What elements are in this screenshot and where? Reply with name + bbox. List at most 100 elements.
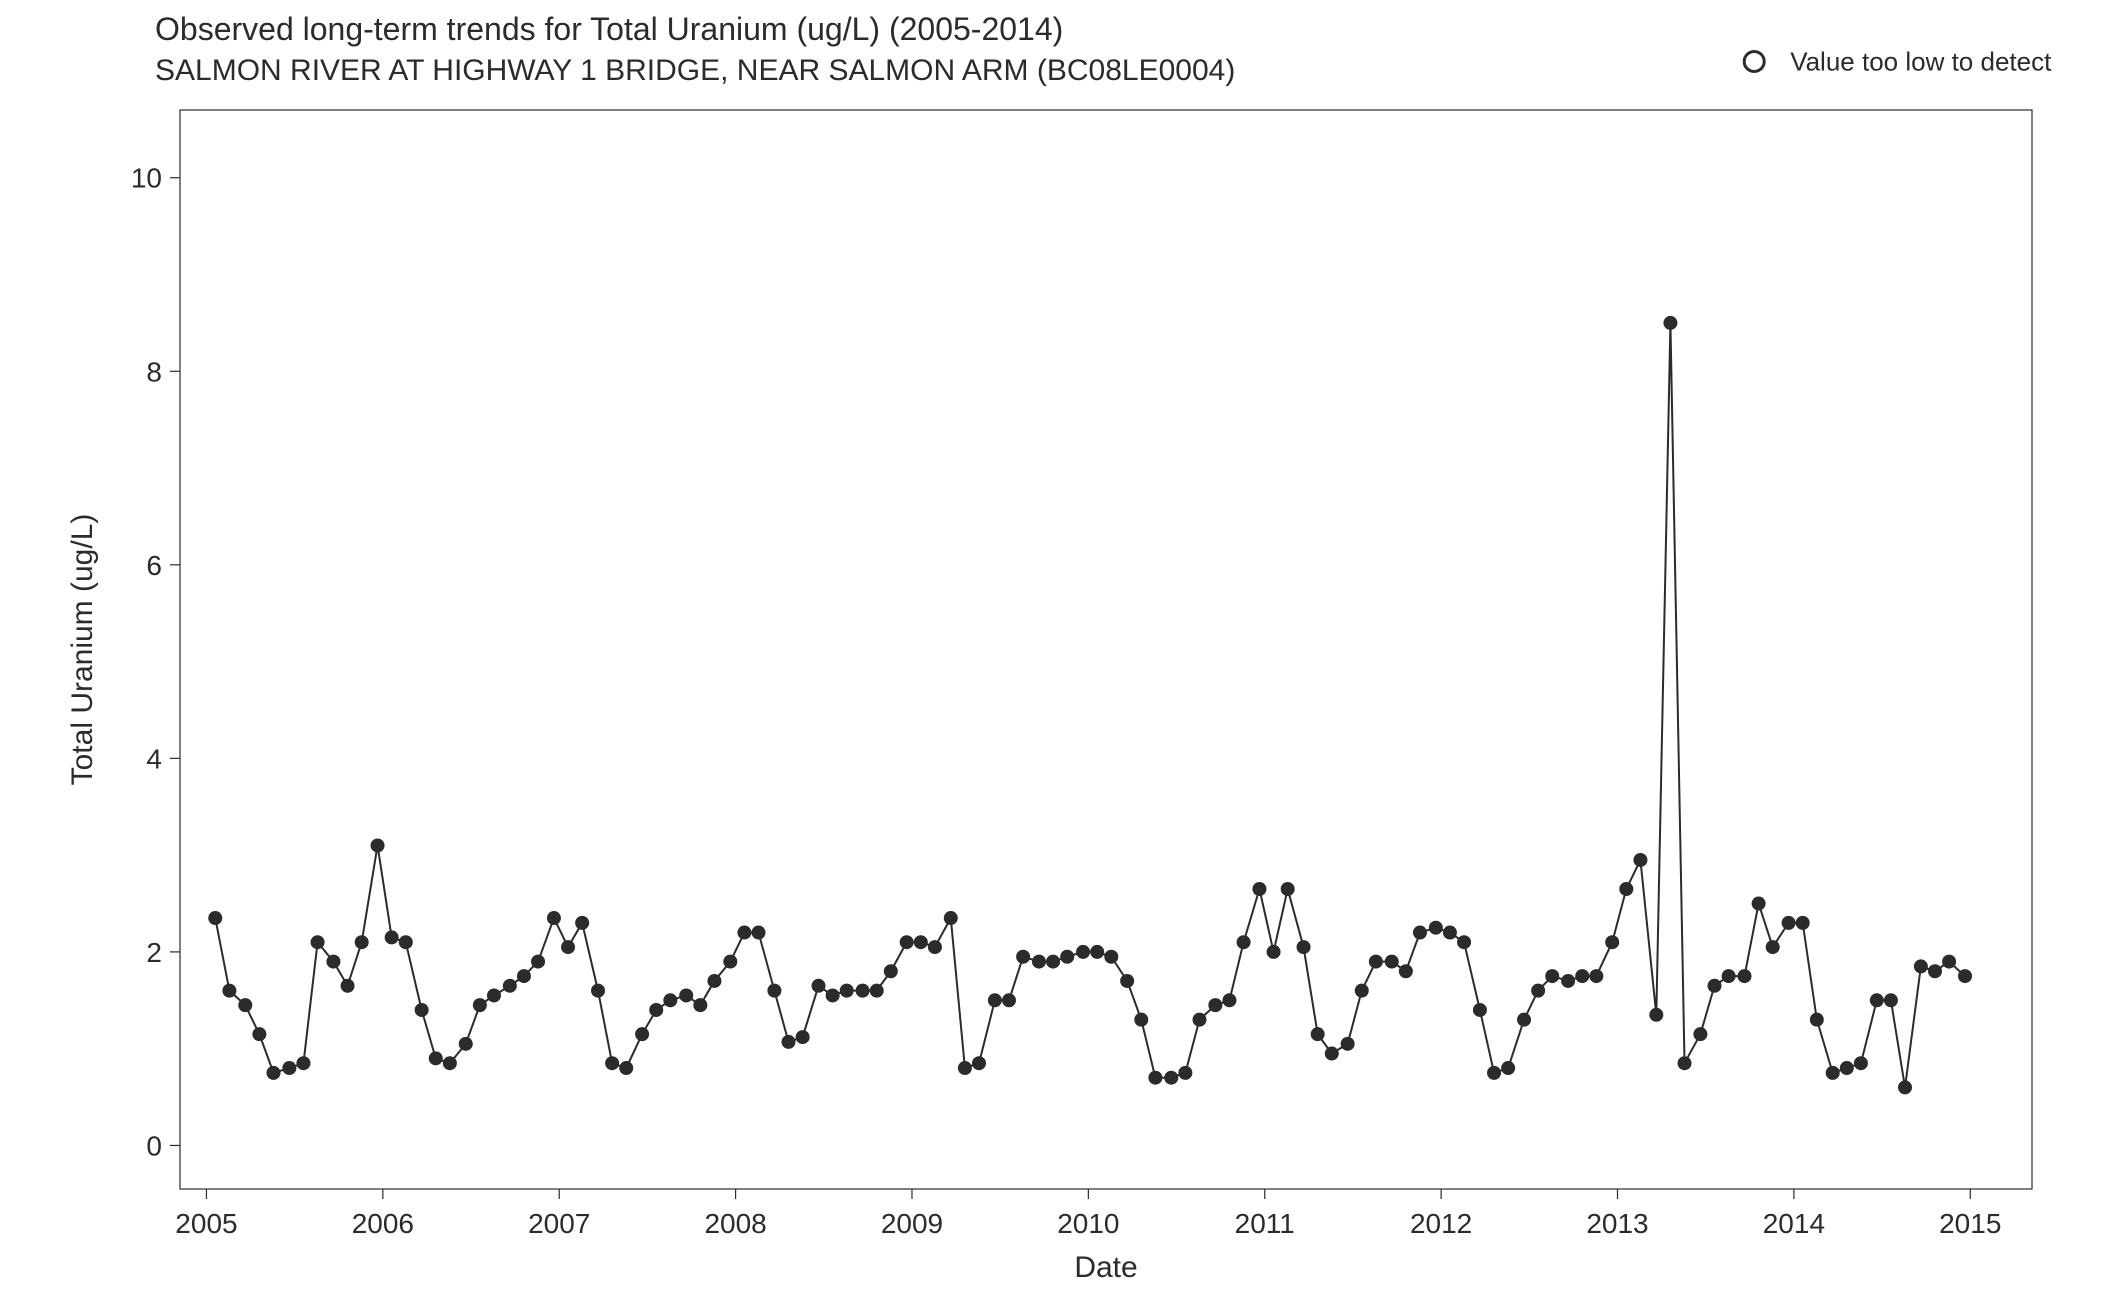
- x-tick-label: 2012: [1410, 1208, 1472, 1239]
- series-point: [1589, 969, 1603, 983]
- series-point: [208, 911, 222, 925]
- series-point: [1222, 993, 1236, 1007]
- chart-svg: Observed long-term trends for Total Uran…: [0, 0, 2112, 1309]
- series-point: [1311, 1027, 1325, 1041]
- series-point: [1942, 955, 1956, 969]
- x-tick-label: 2013: [1586, 1208, 1648, 1239]
- x-tick-label: 2015: [1939, 1208, 2001, 1239]
- series-point: [341, 979, 355, 993]
- series-point: [1325, 1047, 1339, 1061]
- series-point: [1341, 1037, 1355, 1051]
- series-point: [1810, 1013, 1824, 1027]
- series-point: [1517, 1013, 1531, 1027]
- series-point: [1722, 969, 1736, 983]
- series-point: [1678, 1056, 1692, 1070]
- series-point: [1385, 955, 1399, 969]
- x-axis-label: Date: [1074, 1251, 1137, 1284]
- series-point: [619, 1061, 633, 1075]
- series-point: [679, 988, 693, 1002]
- series-point: [1501, 1061, 1515, 1075]
- series-point: [870, 984, 884, 998]
- series-point: [1663, 316, 1677, 330]
- x-tick-label: 2006: [352, 1208, 414, 1239]
- series-point: [561, 940, 575, 954]
- series-point: [503, 979, 517, 993]
- series-point: [1854, 1056, 1868, 1070]
- series-point: [723, 955, 737, 969]
- series-points: [208, 316, 1972, 1094]
- chart-title: Observed long-term trends for Total Uran…: [155, 11, 1063, 47]
- legend-label: Value too low to detect: [1790, 46, 2052, 76]
- series-point: [737, 926, 751, 940]
- series-point: [1355, 984, 1369, 998]
- series-point: [1134, 1013, 1148, 1027]
- series-point: [326, 955, 340, 969]
- series-point: [782, 1035, 796, 1049]
- series-point: [693, 998, 707, 1012]
- series-point: [252, 1027, 266, 1041]
- x-tick-label: 2005: [175, 1208, 237, 1239]
- series-point: [1884, 993, 1898, 1007]
- series-point: [1575, 969, 1589, 983]
- x-tick-label: 2007: [528, 1208, 590, 1239]
- series-point: [459, 1037, 473, 1051]
- series-point: [1399, 964, 1413, 978]
- series-point: [266, 1066, 280, 1080]
- series-point: [355, 935, 369, 949]
- y-tick-label: 6: [146, 550, 162, 581]
- series-point: [767, 984, 781, 998]
- y-axis-label: Total Uranium (ug/L): [66, 514, 99, 786]
- series-point: [296, 1056, 310, 1070]
- series-point: [1752, 897, 1766, 911]
- series-point: [1766, 940, 1780, 954]
- series-point: [635, 1027, 649, 1041]
- series-point: [1016, 950, 1030, 964]
- series-point: [1473, 1003, 1487, 1017]
- series-point: [972, 1056, 986, 1070]
- x-tick-label: 2009: [881, 1208, 943, 1239]
- series-line: [215, 323, 1965, 1087]
- series-point: [812, 979, 826, 993]
- series-point: [222, 984, 236, 998]
- series-point: [649, 1003, 663, 1017]
- series-point: [1633, 853, 1647, 867]
- series-point: [547, 911, 561, 925]
- series-point: [1649, 1008, 1663, 1022]
- series-point: [826, 988, 840, 1002]
- series-point: [1192, 1013, 1206, 1027]
- series-point: [605, 1056, 619, 1070]
- series-point: [443, 1056, 457, 1070]
- series-point: [914, 935, 928, 949]
- chart-subtitle: SALMON RIVER AT HIGHWAY 1 BRIDGE, NEAR S…: [155, 54, 1235, 87]
- series-point: [1076, 945, 1090, 959]
- x-tick-label: 2014: [1763, 1208, 1825, 1239]
- series-point: [707, 974, 721, 988]
- y-tick-label: 10: [131, 163, 162, 194]
- series-point: [311, 935, 325, 949]
- series-point: [1178, 1066, 1192, 1080]
- x-tick-label: 2010: [1057, 1208, 1119, 1239]
- series-point: [1002, 993, 1016, 1007]
- series-point: [1443, 926, 1457, 940]
- plot-panel: [180, 110, 2032, 1189]
- series-point: [958, 1061, 972, 1075]
- series-point: [1297, 940, 1311, 954]
- series-point: [1898, 1080, 1912, 1094]
- x-tick-label: 2008: [704, 1208, 766, 1239]
- series-point: [1958, 969, 1972, 983]
- series-point: [1104, 950, 1118, 964]
- series-point: [884, 964, 898, 978]
- series-point: [517, 969, 531, 983]
- series-point: [796, 1030, 810, 1044]
- series-point: [1708, 979, 1722, 993]
- series-point: [1870, 993, 1884, 1007]
- series-point: [1914, 959, 1928, 973]
- y-tick-label: 4: [146, 743, 162, 774]
- series-point: [944, 911, 958, 925]
- series-point: [1429, 921, 1443, 935]
- series-point: [900, 935, 914, 949]
- series-point: [1164, 1071, 1178, 1085]
- series-point: [988, 993, 1002, 1007]
- series-point: [840, 984, 854, 998]
- series-point: [1046, 955, 1060, 969]
